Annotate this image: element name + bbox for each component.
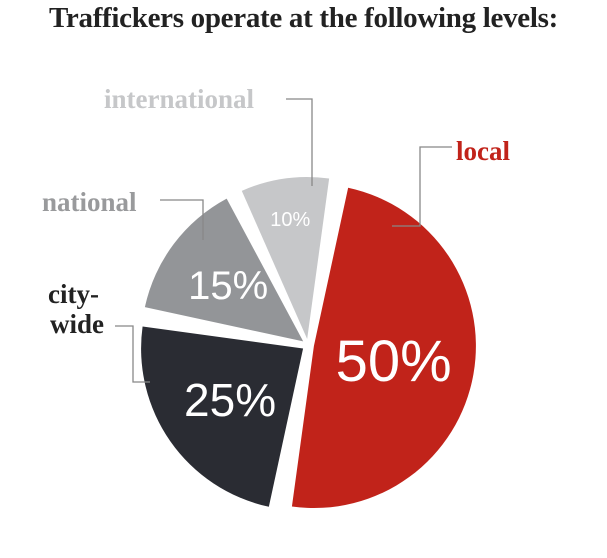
leader-line-city-wide [115,325,150,383]
chart-title: Traffickers operate at the following lev… [49,2,558,34]
pie-slice-local [291,187,476,509]
leader-line-international [286,98,313,186]
category-label-local: local [456,136,510,166]
data-label-city-wide: 25% [184,374,276,426]
category-label-international: international [104,84,255,114]
category-label-national: national [42,187,137,217]
category-label-city-wide: city- wide [48,279,106,339]
data-label-national: 15% [188,264,268,308]
pie-slice-national [144,198,304,342]
leader-line-national [160,199,204,240]
data-label-international: 10% [270,209,310,231]
category-label-city-wide-line1: city- [48,279,99,309]
category-label-city-wide-line2: wide [50,309,104,339]
data-label-local: 50% [336,329,452,394]
pie-slice-international [241,177,330,340]
pie-slice-city-wide [141,326,304,507]
leader-line-local [392,146,452,227]
